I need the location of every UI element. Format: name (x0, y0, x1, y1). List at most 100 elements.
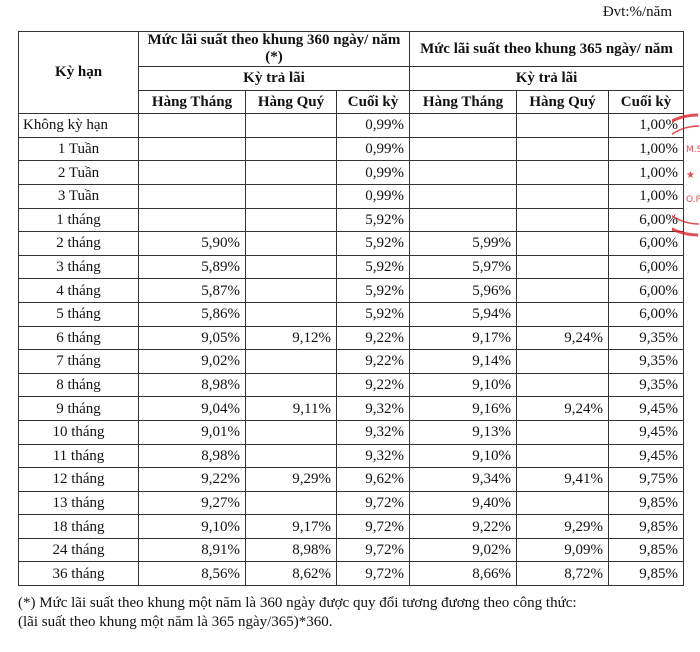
table-row: 12 tháng 9,22% 9,29% 9,62% 9,34% 9,41% 9,75% (18, 467, 685, 492)
rate-cell: 5,97% (409, 254, 518, 280)
rate-cell: 9,04% (138, 396, 246, 421)
rate-cell: 9,02% (409, 537, 518, 563)
rate-cell (245, 490, 337, 516)
unit-label: Đvt:%/năm (602, 4, 672, 20)
rate-cell: 9,02% (138, 349, 246, 374)
rate-cell (516, 160, 610, 185)
table-row: 36 tháng 8,56% 8,62% 9,72% 8,66% 8,72% 9,85% (18, 561, 685, 587)
rate-cell: 5,99% (409, 231, 518, 256)
rate-cell: 9,22% (335, 372, 411, 398)
payment-period-365: Kỳ trả lãi (409, 66, 685, 91)
rate-cell: 9,22% (409, 514, 518, 539)
rate-cell (516, 136, 610, 162)
rate-cell: 9,01% (138, 419, 246, 445)
rate-cell: 5,92% (335, 231, 411, 256)
rate-cell (245, 207, 337, 233)
rate-cell: 9,17% (409, 325, 518, 351)
rate-cell: 9,10% (138, 514, 246, 539)
svg-text:M.S: M.S (686, 145, 700, 155)
rate-cell (409, 183, 518, 209)
rate-cell: 9,24% (516, 396, 610, 421)
rate-cell (245, 443, 337, 469)
term-cell: 18 tháng (18, 514, 139, 539)
rate-cell: 9,72% (335, 490, 411, 516)
rate-cell: 0,99% (335, 160, 411, 185)
term-cell: 10 tháng (18, 419, 139, 445)
footnote-line-1: (*) Mức lãi suất theo khung một năm là 3… (18, 595, 577, 611)
rate-cell: 9,22% (335, 325, 411, 351)
term-cell: 3 tháng (18, 254, 139, 280)
rate-cell: 9,35% (608, 372, 685, 398)
rate-cell: 9,85% (608, 561, 685, 587)
rate-cell: 9,45% (608, 396, 685, 421)
rate-cell (409, 136, 518, 162)
term-cell: 3 Tuần (18, 183, 139, 209)
rate-cell (138, 113, 246, 138)
rate-cell: 8,98% (138, 372, 246, 398)
term-cell: 24 tháng (18, 537, 139, 563)
col-monthly-360: Hàng Tháng (138, 89, 246, 115)
rate-cell: 9,40% (409, 490, 518, 516)
rate-cell: 9,32% (335, 396, 411, 421)
col-quarterly-360: Hàng Quý (245, 89, 337, 115)
svg-text:O.P: O.P (686, 195, 700, 205)
col-end-365: Cuối kỳ (608, 89, 685, 115)
rate-cell (516, 419, 610, 445)
rate-cell (516, 490, 610, 516)
rate-cell (245, 254, 337, 280)
rate-cell: 9,72% (335, 561, 411, 587)
rate-cell: 9,13% (409, 419, 518, 445)
svg-text:★: ★ (686, 170, 695, 181)
rate-cell (516, 278, 610, 303)
table-row: 4 tháng 5,87% 5,92% 5,96% 6,00% (18, 278, 685, 303)
rate-cell (245, 278, 337, 303)
rate-cell: 9,85% (608, 514, 685, 539)
col-end-360: Cuối kỳ (335, 89, 411, 115)
rate-cell: 6,00% (608, 231, 685, 256)
rate-cell (516, 301, 610, 327)
rate-cell: 5,89% (138, 254, 246, 280)
table-row: 2 tháng 5,90% 5,92% 5,99% 6,00% (18, 231, 685, 256)
rate-cell (138, 160, 246, 185)
term-cell: 1 Tuần (18, 136, 139, 162)
term-cell: 12 tháng (18, 467, 139, 492)
rate-cell: 9,45% (608, 443, 685, 469)
rate-cell: 5,92% (335, 207, 411, 233)
rate-cell: 9,32% (335, 443, 411, 469)
rate-cell (516, 113, 610, 138)
rate-cell: 9,72% (335, 537, 411, 563)
rate-cell (409, 160, 518, 185)
rate-cell: 5,92% (335, 254, 411, 280)
rate-cell: 9,14% (409, 349, 518, 374)
term-cell: 6 tháng (18, 325, 139, 351)
term-cell: 1 tháng (18, 207, 139, 233)
table-row: 3 Tuần 0,99% 1,00% (18, 183, 685, 209)
rate-cell: 0,99% (335, 113, 411, 138)
table-row: 8 tháng 8,98% 9,22% 9,10% 9,35% (18, 372, 685, 398)
rate-cell (245, 231, 337, 256)
rate-cell: 9,16% (409, 396, 518, 421)
rate-cell: 9,45% (608, 419, 685, 445)
rate-cell: 9,22% (335, 349, 411, 374)
rate-cell: 9,24% (516, 325, 610, 351)
group-365-header: Mức lãi suất theo khung 365 ngày/ năm (409, 31, 685, 67)
rate-cell: 8,62% (245, 561, 337, 587)
rate-cell: 9,34% (409, 467, 518, 492)
rate-cell (516, 349, 610, 374)
term-header: Kỳ hạn (18, 30, 139, 115)
rate-cell: 9,09% (516, 537, 610, 563)
rate-cell: 9,35% (608, 325, 685, 351)
red-seal-stamp: M.S ★ O.P (672, 113, 700, 237)
term-cell: Không kỳ hạn (18, 113, 139, 138)
term-cell: 5 tháng (18, 301, 139, 327)
rate-cell: 9,22% (138, 467, 246, 492)
table-row: 11 tháng 8,98% 9,32% 9,10% 9,45% (18, 443, 685, 469)
rate-cell: 9,10% (409, 372, 518, 398)
rate-cell: 8,56% (138, 561, 246, 587)
rate-cell: 8,91% (138, 537, 246, 563)
rate-cell: 9,85% (608, 490, 685, 516)
rate-cell: 0,99% (335, 136, 411, 162)
footnote: (*) Mức lãi suất theo khung một năm là 3… (18, 594, 688, 632)
rate-cell: 5,92% (335, 278, 411, 303)
table-row: 6 tháng 9,05% 9,12% 9,22% 9,17% 9,24% 9,35% (18, 325, 685, 351)
